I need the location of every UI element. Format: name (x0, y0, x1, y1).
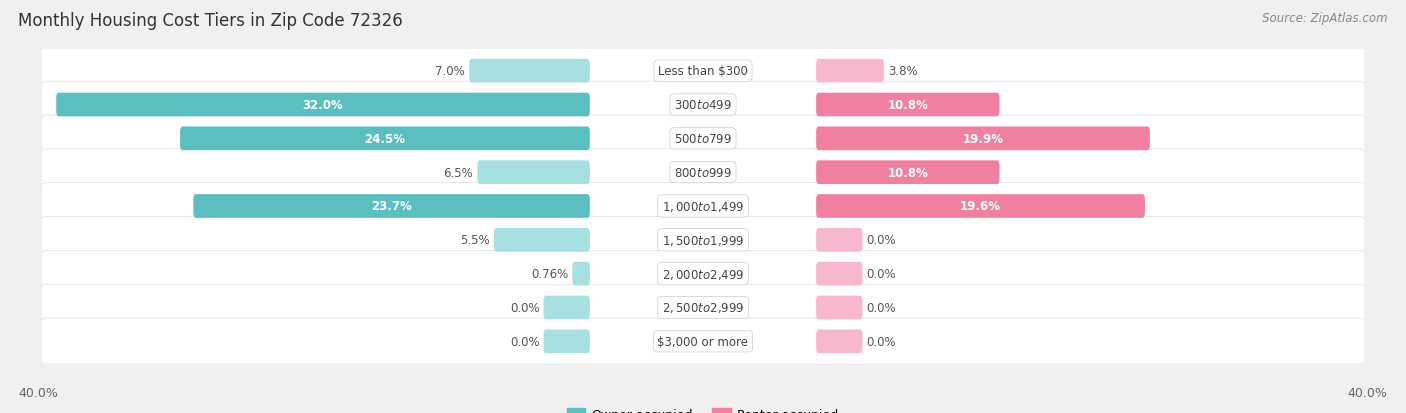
Text: 10.8%: 10.8% (887, 99, 928, 112)
Text: $2,500 to $2,999: $2,500 to $2,999 (662, 301, 744, 315)
Text: 5.5%: 5.5% (460, 234, 489, 247)
Legend: Owner-occupied, Renter-occupied: Owner-occupied, Renter-occupied (562, 404, 844, 413)
FancyBboxPatch shape (41, 251, 1365, 297)
Text: Monthly Housing Cost Tiers in Zip Code 72326: Monthly Housing Cost Tiers in Zip Code 7… (18, 12, 404, 30)
Text: 0.0%: 0.0% (866, 301, 896, 314)
Text: 40.0%: 40.0% (1348, 386, 1388, 399)
Text: $1,000 to $1,499: $1,000 to $1,499 (662, 199, 744, 214)
FancyBboxPatch shape (815, 93, 1000, 117)
FancyBboxPatch shape (494, 228, 591, 252)
Text: 0.0%: 0.0% (866, 268, 896, 280)
FancyBboxPatch shape (41, 116, 1365, 162)
Text: 7.0%: 7.0% (436, 65, 465, 78)
Text: 3.8%: 3.8% (889, 65, 918, 78)
FancyBboxPatch shape (815, 127, 1150, 151)
FancyBboxPatch shape (815, 60, 884, 83)
Text: Source: ZipAtlas.com: Source: ZipAtlas.com (1263, 12, 1388, 25)
FancyBboxPatch shape (544, 330, 591, 353)
FancyBboxPatch shape (815, 195, 1144, 218)
FancyBboxPatch shape (544, 296, 591, 320)
Text: 0.0%: 0.0% (866, 234, 896, 247)
FancyBboxPatch shape (41, 285, 1365, 331)
FancyBboxPatch shape (41, 318, 1365, 365)
FancyBboxPatch shape (194, 195, 591, 218)
FancyBboxPatch shape (815, 330, 862, 353)
Text: 10.8%: 10.8% (887, 166, 928, 179)
Text: 19.6%: 19.6% (960, 200, 1001, 213)
Text: 6.5%: 6.5% (444, 166, 474, 179)
FancyBboxPatch shape (41, 183, 1365, 230)
FancyBboxPatch shape (41, 82, 1365, 128)
Text: 24.5%: 24.5% (364, 133, 405, 145)
Text: $300 to $499: $300 to $499 (673, 99, 733, 112)
Text: $1,500 to $1,999: $1,500 to $1,999 (662, 233, 744, 247)
FancyBboxPatch shape (41, 48, 1365, 95)
Text: $2,000 to $2,499: $2,000 to $2,499 (662, 267, 744, 281)
FancyBboxPatch shape (572, 262, 591, 286)
Text: 23.7%: 23.7% (371, 200, 412, 213)
FancyBboxPatch shape (470, 60, 591, 83)
FancyBboxPatch shape (815, 161, 1000, 185)
FancyBboxPatch shape (180, 127, 591, 151)
Text: 32.0%: 32.0% (302, 99, 343, 112)
Text: 40.0%: 40.0% (18, 386, 58, 399)
Text: $800 to $999: $800 to $999 (673, 166, 733, 179)
Text: 0.76%: 0.76% (531, 268, 568, 280)
Text: 0.0%: 0.0% (510, 335, 540, 348)
Text: $3,000 or more: $3,000 or more (658, 335, 748, 348)
FancyBboxPatch shape (815, 262, 862, 286)
Text: 19.9%: 19.9% (963, 133, 1004, 145)
FancyBboxPatch shape (41, 217, 1365, 263)
FancyBboxPatch shape (815, 228, 862, 252)
Text: 0.0%: 0.0% (866, 335, 896, 348)
FancyBboxPatch shape (41, 150, 1365, 196)
FancyBboxPatch shape (56, 93, 591, 117)
FancyBboxPatch shape (815, 296, 862, 320)
Text: $500 to $799: $500 to $799 (673, 133, 733, 145)
FancyBboxPatch shape (478, 161, 591, 185)
Text: 0.0%: 0.0% (510, 301, 540, 314)
Text: Less than $300: Less than $300 (658, 65, 748, 78)
